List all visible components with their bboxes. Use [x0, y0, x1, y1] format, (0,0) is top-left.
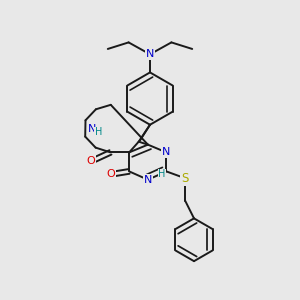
Text: H: H — [158, 169, 166, 179]
Text: O: O — [106, 169, 115, 179]
Text: S: S — [182, 172, 189, 185]
Text: N: N — [146, 49, 154, 59]
Text: N: N — [144, 175, 152, 185]
Text: O: O — [87, 156, 95, 166]
Text: H: H — [95, 127, 102, 137]
Text: N: N — [162, 147, 170, 158]
Text: N: N — [88, 124, 96, 134]
